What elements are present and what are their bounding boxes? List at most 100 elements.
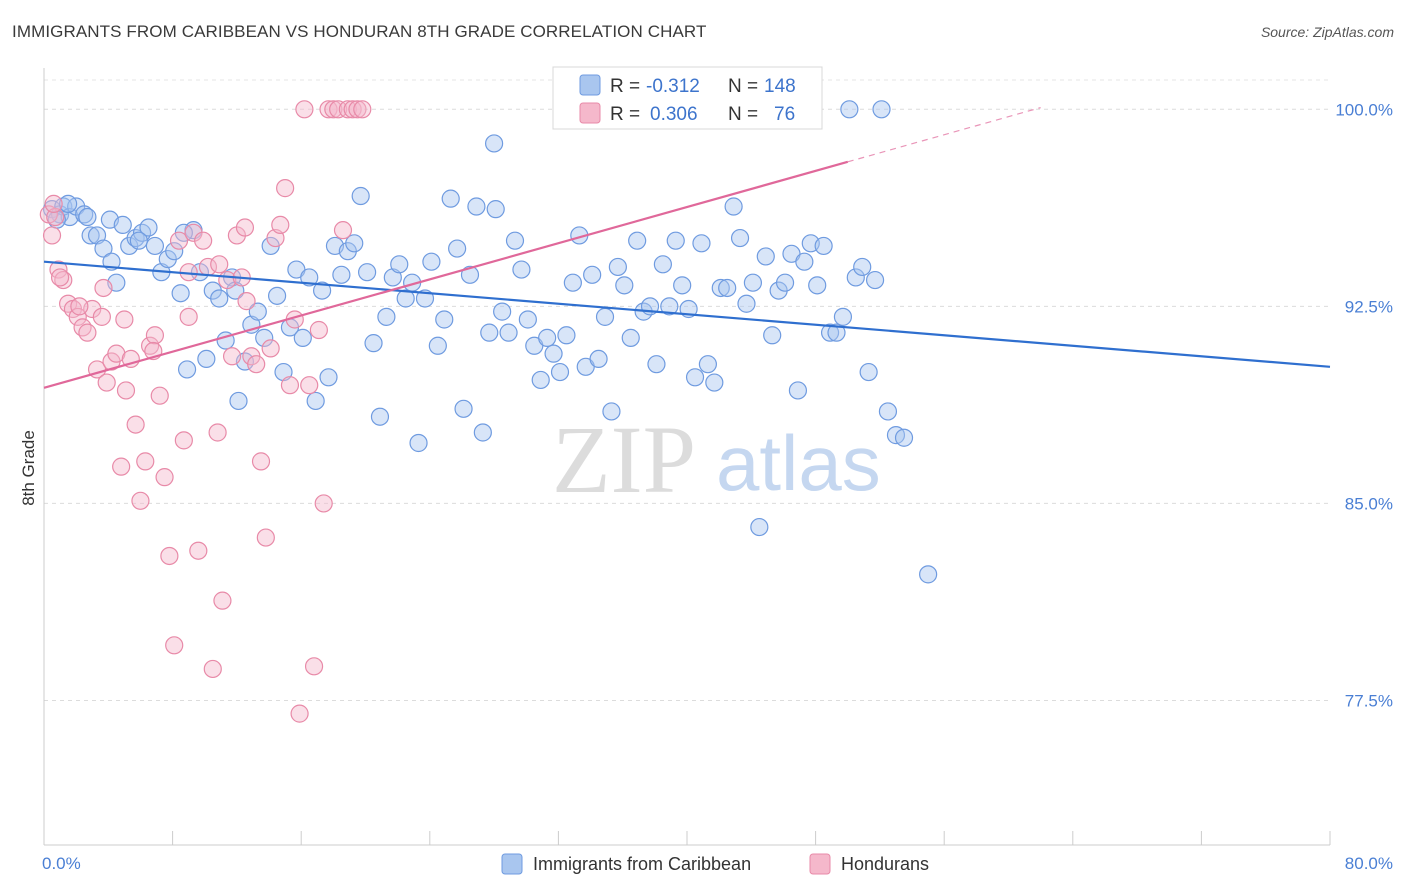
point-caribbean-24 [197,349,216,369]
legend-n-value-caribbean: 148 [764,76,796,97]
point-hondurans-63 [338,100,357,119]
point-hondurans-59 [319,100,338,119]
legend-swatch-caribbean [579,74,601,96]
point-caribbean-59 [422,252,441,271]
point-caribbean-77 [538,328,557,347]
point-caribbean-119 [808,276,827,295]
point-caribbean-76 [531,370,550,390]
legend-r-label-hondurans: R = [610,104,640,125]
point-hondurans-50 [276,179,295,198]
legend-n-label-hondurans: N = [728,104,758,125]
point-hondurans-53 [290,704,309,723]
point-hondurans-12 [92,307,111,326]
point-hondurans-25 [155,468,174,487]
point-caribbean-50 [364,334,383,353]
point-hondurans-16 [112,457,131,476]
legend-n-label-caribbean: N = [728,76,758,97]
point-caribbean-94 [647,355,666,374]
point-hondurans-9 [78,323,97,342]
point-hondurans-44 [247,355,266,374]
point-hondurans-64 [343,100,362,119]
point-caribbean-102 [698,355,717,374]
point-caribbean-101 [692,234,711,253]
point-hondurans-62 [333,221,353,240]
x-tick-labels: 0.0% 80.0% [42,854,1393,873]
point-caribbean-91 [628,231,647,250]
point-caribbean-20 [171,284,190,303]
point-hondurans-42 [237,292,256,311]
point-caribbean-61 [435,310,454,329]
x-tick-label-max: 80.0% [1345,854,1393,873]
point-caribbean-110 [750,517,769,537]
point-hondurans-5 [59,294,78,313]
point-hondurans-30 [179,307,198,326]
point-hondurans-4 [54,270,73,290]
chart-title: IMMIGRANTS FROM CARIBBEAN VS HONDURAN 8T… [12,22,707,41]
point-caribbean-107 [730,228,750,248]
point-caribbean-43 [319,368,338,387]
point-hondurans-49 [271,215,290,235]
point-hondurans-27 [165,636,184,655]
point-caribbean-29 [229,391,248,411]
point-hondurans-47 [261,339,280,358]
axes: 100.0% 92.5% 85.0% 77.5% [43,68,1393,846]
y-tick-label-0: 100.0% [1335,100,1393,119]
point-caribbean-89 [615,276,634,295]
point-caribbean-33 [255,328,274,347]
point-hondurans-33 [194,231,213,250]
point-hondurans-61 [329,100,348,119]
point-caribbean-81 [563,273,582,292]
point-caribbean-134 [485,134,504,153]
y-tick-label-3: 77.5% [1345,691,1393,710]
point-hondurans-68 [115,310,134,329]
point-hondurans-54 [295,100,314,119]
point-caribbean-84 [583,265,602,284]
point-hondurans-20 [131,491,150,510]
point-hondurans-45 [251,452,271,471]
point-caribbean-60 [428,336,447,355]
point-caribbean-45 [332,265,351,284]
point-caribbean-105 [718,278,737,298]
x-tick-label-min: 0.0% [42,854,81,873]
legend-swatch-hondurans [579,102,601,124]
point-caribbean-85 [589,349,608,369]
point-hondurans-60 [324,100,343,119]
point-caribbean-47 [345,234,364,253]
point-caribbean-88 [608,257,627,277]
y-tick-label-1: 92.5% [1345,297,1393,316]
point-caribbean-52 [377,307,396,326]
point-hondurans-66 [353,100,372,119]
point-caribbean-106 [724,197,743,216]
point-caribbean-95 [653,255,672,274]
point-hondurans-8 [73,318,92,337]
point-hondurans-39 [222,347,242,366]
point-caribbean-117 [795,252,814,271]
trend-lines [43,107,1331,389]
point-hondurans-1 [42,226,62,245]
series-legend: Immigrants from Caribbean Hondurans [501,853,929,875]
point-caribbean-87 [602,402,621,421]
point-hondurans-13 [97,373,116,392]
y-tick-label-2: 85.0% [1345,494,1393,513]
point-caribbean-103 [705,373,724,392]
trend-line-caribbean [43,260,1331,368]
point-hondurans-28 [169,231,189,250]
point-hondurans-55 [300,376,319,395]
stats-legend: R = -0.312 N = 148 R = 0.306 N = 76 [552,66,823,130]
point-caribbean-136 [59,194,78,213]
point-hondurans-24 [150,386,169,405]
trend-line-extension-hondurans [847,107,1041,163]
series-legend-swatch-hondurans [809,853,831,875]
point-caribbean-139 [129,231,148,250]
point-caribbean-124 [840,100,859,119]
point-caribbean-125 [846,268,865,287]
point-caribbean-122 [827,323,846,342]
point-caribbean-90 [621,328,640,347]
point-caribbean-69 [486,200,505,219]
point-caribbean-104 [711,278,730,298]
point-caribbean-109 [743,273,763,292]
point-hondurans-65 [348,100,367,119]
point-hondurans-36 [208,423,227,442]
point-caribbean-41 [306,391,325,411]
